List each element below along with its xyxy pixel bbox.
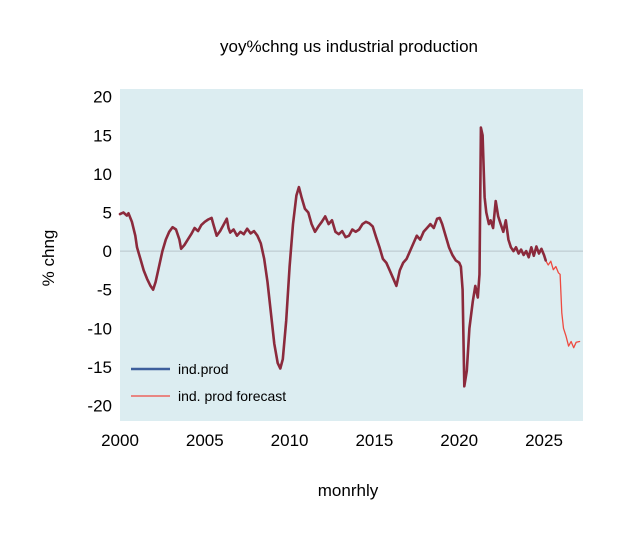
y-tick-label: 15 — [93, 126, 112, 145]
x-tick-label: 2010 — [271, 431, 309, 450]
x-tick-label: 2015 — [355, 431, 393, 450]
y-tick-label: 0 — [103, 242, 112, 261]
legend-label: ind.prod — [178, 361, 229, 377]
series-layer — [118, 126, 581, 388]
x-axis-ticks: 2000 2005 2010 2015 2020 2025 — [101, 431, 563, 450]
y-tick-label: 5 — [103, 204, 112, 223]
series-line — [545, 259, 581, 349]
x-tick-label: 2025 — [525, 431, 563, 450]
legend-label: ind. prod forecast — [178, 388, 286, 404]
y-axis-ticks: 20 15 10 5 0 -5 -10 -15 -20 — [87, 88, 112, 416]
y-tick-label: 20 — [93, 88, 112, 107]
x-tick-label: 2005 — [186, 431, 224, 450]
x-axis-label: monrhly — [318, 481, 379, 500]
x-tick-label: 2000 — [101, 431, 139, 450]
chart-title: yoy%chng us industrial production — [220, 37, 478, 56]
series-line — [118, 126, 547, 388]
y-tick-label: -15 — [87, 358, 112, 377]
y-tick-label: -10 — [87, 319, 112, 338]
y-tick-label: -5 — [97, 281, 112, 300]
legend: ind.prod ind. prod forecast — [131, 361, 286, 404]
y-tick-label: -20 — [87, 397, 112, 416]
y-tick-label: 10 — [93, 165, 112, 184]
y-axis-label: % chng — [39, 230, 58, 287]
x-tick-label: 2020 — [440, 431, 478, 450]
plot-area — [120, 89, 583, 421]
